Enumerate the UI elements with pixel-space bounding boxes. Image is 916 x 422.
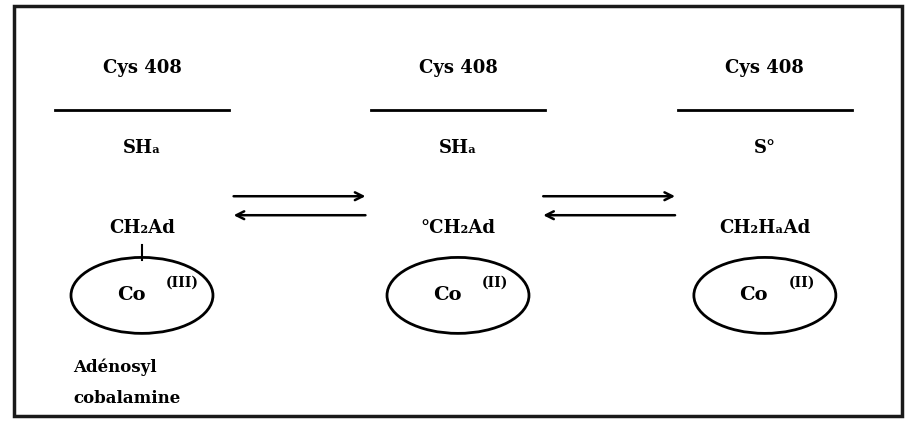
Ellipse shape <box>71 257 213 333</box>
Text: Co: Co <box>116 287 146 304</box>
Text: CH₂Ad: CH₂Ad <box>109 219 175 237</box>
Text: °CH₂Ad: °CH₂Ad <box>420 219 496 237</box>
Text: (III): (III) <box>166 276 199 290</box>
Text: Co: Co <box>739 287 769 304</box>
Text: SHₐ: SHₐ <box>123 139 161 157</box>
Text: Cys 408: Cys 408 <box>103 59 181 76</box>
Text: Co: Co <box>432 287 462 304</box>
Text: CH₂HₐAd: CH₂HₐAd <box>719 219 811 237</box>
Text: Cys 408: Cys 408 <box>419 59 497 76</box>
Text: Adénosyl: Adénosyl <box>73 358 157 376</box>
Text: cobalamine: cobalamine <box>73 390 180 407</box>
Text: (II): (II) <box>789 276 815 290</box>
FancyBboxPatch shape <box>14 6 902 416</box>
Text: Cys 408: Cys 408 <box>725 59 804 76</box>
Text: SHₐ: SHₐ <box>439 139 477 157</box>
Ellipse shape <box>693 257 835 333</box>
Text: S°: S° <box>754 139 776 157</box>
Ellipse shape <box>387 257 529 333</box>
Text: (II): (II) <box>482 276 508 290</box>
